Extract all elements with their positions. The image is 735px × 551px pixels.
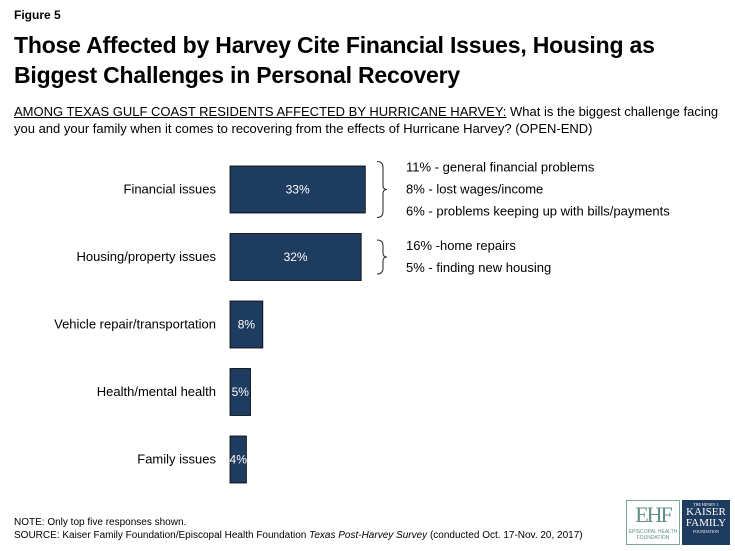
bar [229,368,251,416]
episcopal-health-foundation-logo: EHF EPISCOPAL HEALTH FOUNDATION [626,500,680,545]
survey-question: AMONG TEXAS GULF COAST RESIDENTS AFFECTE… [14,103,719,137]
value-label: 8% [238,318,256,332]
category-label: Housing/property issues [77,249,217,264]
source-title: Texas Post-Harvey Survey [309,530,428,541]
source-suffix: (conducted Oct. 17-Nov. 20, 2017) [427,530,583,541]
kff-bottom: FOUNDATION [693,529,719,534]
breakdown-label: 8% - lost wages/income [406,182,543,197]
category-label: Health/mental health [97,384,216,399]
ehf-text-2: FOUNDATION [636,535,670,541]
footnotes: NOTE: Only top five responses shown. SOU… [14,516,583,542]
breakdown-label: 5% - finding new housing [406,260,551,275]
value-label: 5% [232,385,250,399]
chart-title: Those Affected by Harvey Cite Financial … [14,32,655,88]
bar [229,300,264,349]
value-label: 33% [286,183,310,197]
value-label: 32% [284,250,308,264]
category-label: Financial issues [124,182,217,197]
breakdown-label: 6% - problems keeping up with bills/paym… [406,204,670,219]
bar [229,233,362,281]
kaiser-family-foundation-logo: THE HENRY J. KAISER FAMILY FOUNDATION [682,500,730,545]
note-text: NOTE: Only top five responses shown. [14,517,187,528]
bar [229,165,366,214]
ehf-text-1: EPISCOPAL HEALTH [628,529,678,535]
kff-line1: KAISER [686,506,726,518]
kff-line2: FAMILY [685,517,727,529]
bar-chart: Financial issues 33% Housing/property issu… [54,160,670,484]
source-text: SOURCE: Kaiser Family Foundation/Episcop… [14,529,583,542]
category-label: Family issues [137,452,216,467]
bracket [376,160,388,219]
source-prefix: SOURCE: Kaiser Family Foundation/Episcop… [14,530,310,541]
question-text: What is the biggest challenge facing you… [14,104,719,136]
category-label: Vehicle repair/transportation [54,317,216,332]
value-label: 4% [230,453,248,467]
bar [229,435,247,484]
bracket [376,239,388,275]
logos: EHF EPISCOPAL HEALTH FOUNDATION THE HENR… [626,500,730,545]
breakdown-label: 11% - general financial problems [406,160,595,175]
kff-top: THE HENRY J. [693,502,719,507]
breakdown-label: 16% -home repairs [406,238,516,253]
ehf-mark: EHF [635,502,673,527]
figure-label: Figure 5 [14,8,61,22]
question-lead: AMONG TEXAS GULF COAST RESIDENTS AFFECTE… [14,104,507,119]
